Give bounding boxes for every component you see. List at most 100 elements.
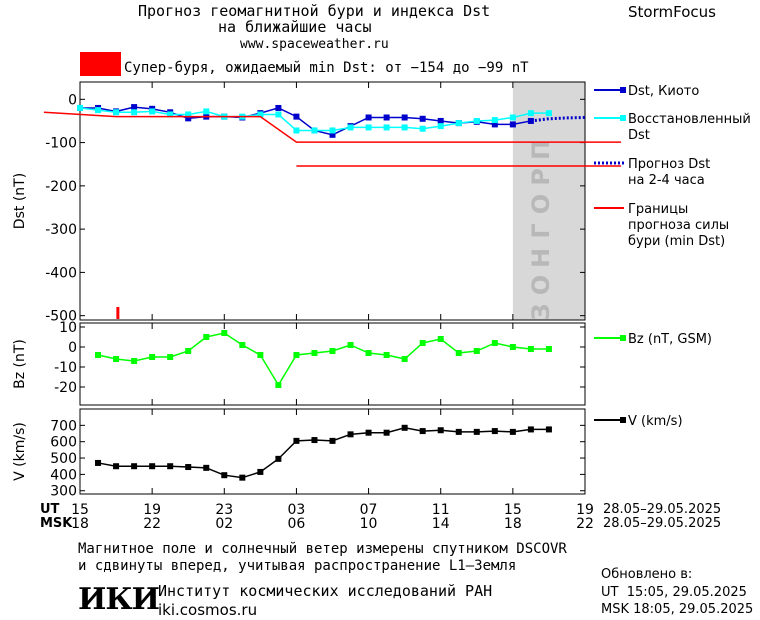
- data-point: [437, 427, 444, 434]
- data-point: [185, 115, 192, 122]
- data-point: [257, 352, 264, 358]
- y-tick-label: -300: [45, 222, 77, 238]
- y-tick-label: -100: [45, 136, 77, 152]
- legend-marker: [620, 87, 626, 93]
- data-point: [473, 428, 480, 435]
- data-point: [131, 463, 138, 470]
- data-point: [257, 111, 264, 118]
- data-point: [527, 110, 534, 117]
- data-point: [293, 127, 300, 134]
- data-point: [113, 356, 120, 362]
- data-point: [455, 350, 462, 356]
- data-point: [383, 429, 390, 436]
- data-point: [311, 127, 318, 134]
- data-point: [347, 431, 354, 438]
- data-point: [311, 350, 318, 356]
- legend-entry-text: прогноза силы: [628, 218, 729, 233]
- panel-frame: [79, 81, 586, 321]
- data-point: [131, 358, 138, 364]
- y-tick-label: 600: [50, 435, 77, 451]
- panel-frame: [79, 408, 586, 495]
- forecast-zone-label-char: О: [527, 194, 555, 214]
- iki-logo[interactable]: ИКИ: [78, 582, 160, 617]
- legend-entry-text: Восстановленный: [628, 112, 751, 127]
- forecast-zone-label-char: З: [527, 303, 555, 320]
- data-point: [473, 117, 480, 124]
- msk-date-range: 28.05–29.05.2025: [603, 516, 722, 531]
- data-point: [329, 437, 336, 444]
- data-point: [383, 114, 390, 121]
- data-point: [221, 330, 228, 336]
- data-point: [527, 346, 534, 352]
- data-point: [527, 426, 534, 433]
- data-point: [419, 115, 426, 122]
- ut-tick-label: 07: [359, 502, 378, 518]
- updated-msk: MSK 18:05, 29.05.2025: [601, 602, 754, 617]
- data-point: [419, 340, 426, 346]
- data-point: [365, 124, 372, 131]
- data-point: [455, 120, 462, 127]
- data-point: [545, 110, 552, 117]
- msk-axis-label: MSK: [40, 516, 73, 531]
- legend-marker: [620, 335, 626, 341]
- data-point: [293, 113, 300, 120]
- y-axis-label: V (km/s): [12, 422, 28, 481]
- data-point: [329, 127, 336, 134]
- y-tick-label: 10: [59, 320, 77, 336]
- data-point: [491, 121, 498, 128]
- ut-tick-label: 19: [576, 502, 594, 518]
- ut-tick-label: 11: [431, 502, 450, 518]
- series-line: [530, 115, 586, 123]
- y-tick-label: -200: [45, 179, 77, 195]
- data-point: [311, 437, 318, 444]
- data-point: [167, 463, 174, 470]
- series-line: [97, 427, 549, 479]
- storm-event-marker: [116, 307, 120, 319]
- msk-tick-label: 22: [143, 516, 162, 532]
- y-tick-label: 0: [68, 340, 77, 356]
- y-tick-label: 500: [50, 451, 77, 467]
- legend-entry-text: V (km/s): [628, 414, 683, 429]
- updated-label: Обновлено в:: [601, 567, 693, 582]
- data-point: [113, 109, 120, 116]
- msk-tick-label: 22: [576, 516, 594, 532]
- data-point: [365, 114, 372, 121]
- chart-title-line2: на ближайшие часы: [218, 18, 372, 36]
- data-point: [293, 437, 300, 444]
- data-point: [167, 354, 174, 360]
- brand-label: StormFocus: [628, 3, 716, 21]
- ut-tick-label: 03: [287, 502, 306, 518]
- updated-ut: UT 15:05, 29.05.2025: [601, 585, 747, 600]
- legend-entry-text: на 2-4 часа: [628, 173, 705, 188]
- data-point: [257, 468, 264, 475]
- legend-marker: [620, 115, 626, 121]
- data-point: [347, 342, 354, 348]
- data-point: [167, 111, 174, 118]
- site-url[interactable]: www.spaceweather.ru: [240, 37, 389, 52]
- legend-entry-text: Dst, Киото: [628, 84, 699, 99]
- data-point: [437, 336, 444, 342]
- data-point: [509, 344, 516, 350]
- y-axis-label: Bz (nT): [12, 339, 28, 389]
- institute-site[interactable]: iki.cosmos.ru: [158, 601, 258, 619]
- data-point: [401, 124, 408, 131]
- data-point: [239, 342, 246, 348]
- data-point: [437, 117, 444, 124]
- data-point: [95, 107, 102, 114]
- legend-entry-text: бури (min Dst): [628, 234, 725, 249]
- data-point: [113, 463, 120, 470]
- y-tick-label: -400: [45, 265, 77, 281]
- y-tick-label: 700: [50, 418, 77, 434]
- series-line: [97, 332, 549, 387]
- data-point: [509, 428, 516, 435]
- data-point: [149, 463, 156, 470]
- ut-tick-label: 15: [503, 502, 522, 518]
- data-point: [509, 114, 516, 121]
- data-point: [239, 474, 246, 481]
- chart-title-line1: Прогноз геомагнитной бури и индекса Dst: [138, 2, 491, 20]
- data-point: [185, 111, 192, 118]
- ut-tick-label: 19: [143, 502, 162, 518]
- forecast-zone-label-char: Г: [527, 223, 555, 238]
- data-point: [419, 125, 426, 132]
